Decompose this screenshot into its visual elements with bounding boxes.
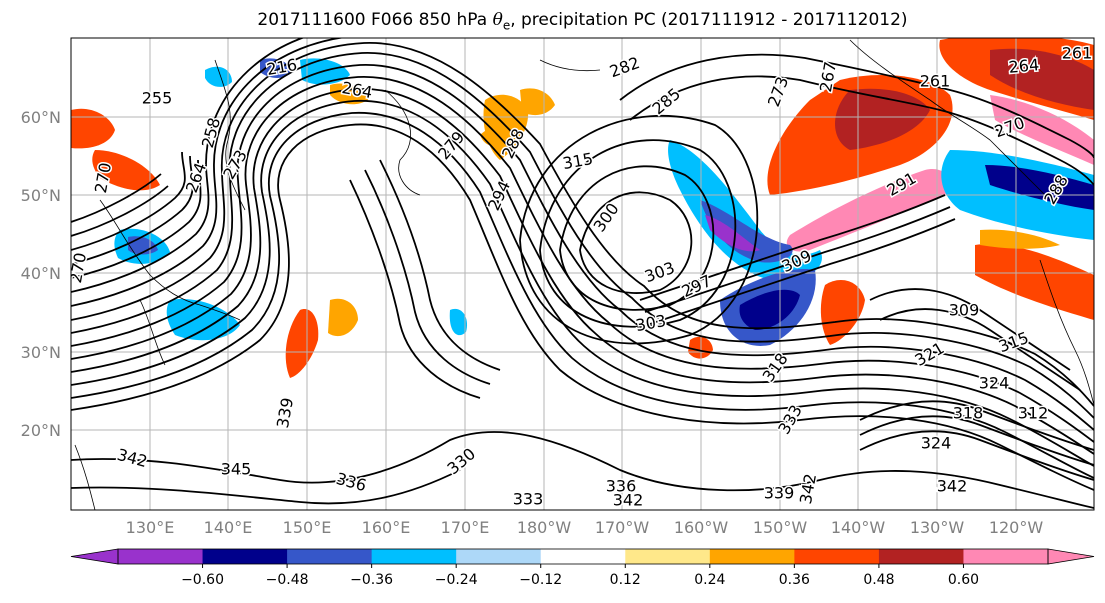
contour-label: 342 [613,491,644,510]
contour-label: 312 [1018,404,1049,423]
contour-label: 324 [979,374,1010,393]
contour-label: 261 [1062,44,1093,63]
colorbar-tick-label: 0.48 [863,572,894,588]
colorbar-max-extend [1047,548,1095,565]
colorbar-segment [371,549,457,564]
contour-label: 342 [937,477,968,496]
contour-label: 255 [142,89,173,108]
colorbar-tick-label: −0.48 [266,572,309,588]
colorbar-tick-label: 0.12 [610,572,641,588]
colorbar-tick-label: −0.24 [435,572,478,588]
colorbar-segment [456,549,542,564]
contour-label: 318 [953,404,984,423]
colorbar-segment [118,549,204,564]
colorbar-tick-label: −0.60 [181,572,224,588]
contour-label: 339 [764,484,795,503]
lon-label-170e: 170°E [441,518,490,537]
lon-label-150e: 150°E [283,518,332,537]
colorbar-segment [625,549,711,564]
lon-label-160w: 160°W [674,518,729,537]
lon-label-120w: 120°W [989,518,1044,537]
colorbar-tick-label: 0.60 [948,572,979,588]
lat-label-50n: 50°N [21,186,61,205]
contour-label: 336 [606,477,637,496]
map-title: 2017111600 F066 850 hPa θe, precipitatio… [257,10,908,33]
latitude-labels: 60°N 50°N 40°N 30°N 20°N [21,108,61,440]
lon-label-140e: 140°E [204,518,253,537]
lon-label-130e: 130°E [126,518,175,537]
contour-label: 309 [949,301,980,320]
theta-subscript: e [502,18,511,33]
contour-label: 261 [920,72,951,91]
colorbar-tick-label: 0.24 [694,572,725,588]
colorbar-tick-label: −0.36 [350,572,393,588]
colorbar-segment [202,549,288,564]
map-frame [70,37,1095,511]
colorbar-segment [878,549,964,564]
lon-label-130w: 130°W [910,518,965,537]
lon-label-180w: 180°W [517,518,572,537]
lon-label-160e: 160°E [362,518,411,537]
theta-symbol: θ [492,10,503,30]
contour-label: 333 [513,490,544,509]
contour-label: 264 [1008,55,1040,77]
longitude-labels: 130°E 140°E 150°E 160°E 170°E 180°W 170°… [126,518,1044,537]
lat-label-40n: 40°N [21,264,61,283]
colorbar-tick-label: 0.36 [779,572,810,588]
lat-label-20n: 20°N [21,421,61,440]
colorbar-segment [709,549,795,564]
lon-label-150w: 150°W [753,518,808,537]
colorbar-segment [540,549,626,564]
lon-label-140w: 140°W [831,518,886,537]
colorbar: −0.60 −0.48 −0.36 −0.24 −0.12 0.12 0.24 0.36 0.4… [70,548,1095,588]
colorbar-min-extend [70,548,119,565]
lon-label-170w: 170°W [595,518,650,537]
colorbar-segment [794,549,880,564]
colorbar-frame [117,548,1049,565]
lat-label-60n: 60°N [21,108,61,127]
colorbar-segment [963,549,1049,564]
colorbar-segment [287,549,373,564]
lat-label-30n: 30°N [21,343,61,362]
contour-label: 345 [221,460,252,479]
theta-e-contours [71,38,1094,509]
colorbar-tick-label: −0.12 [519,572,562,588]
contour-label: 324 [921,434,952,453]
